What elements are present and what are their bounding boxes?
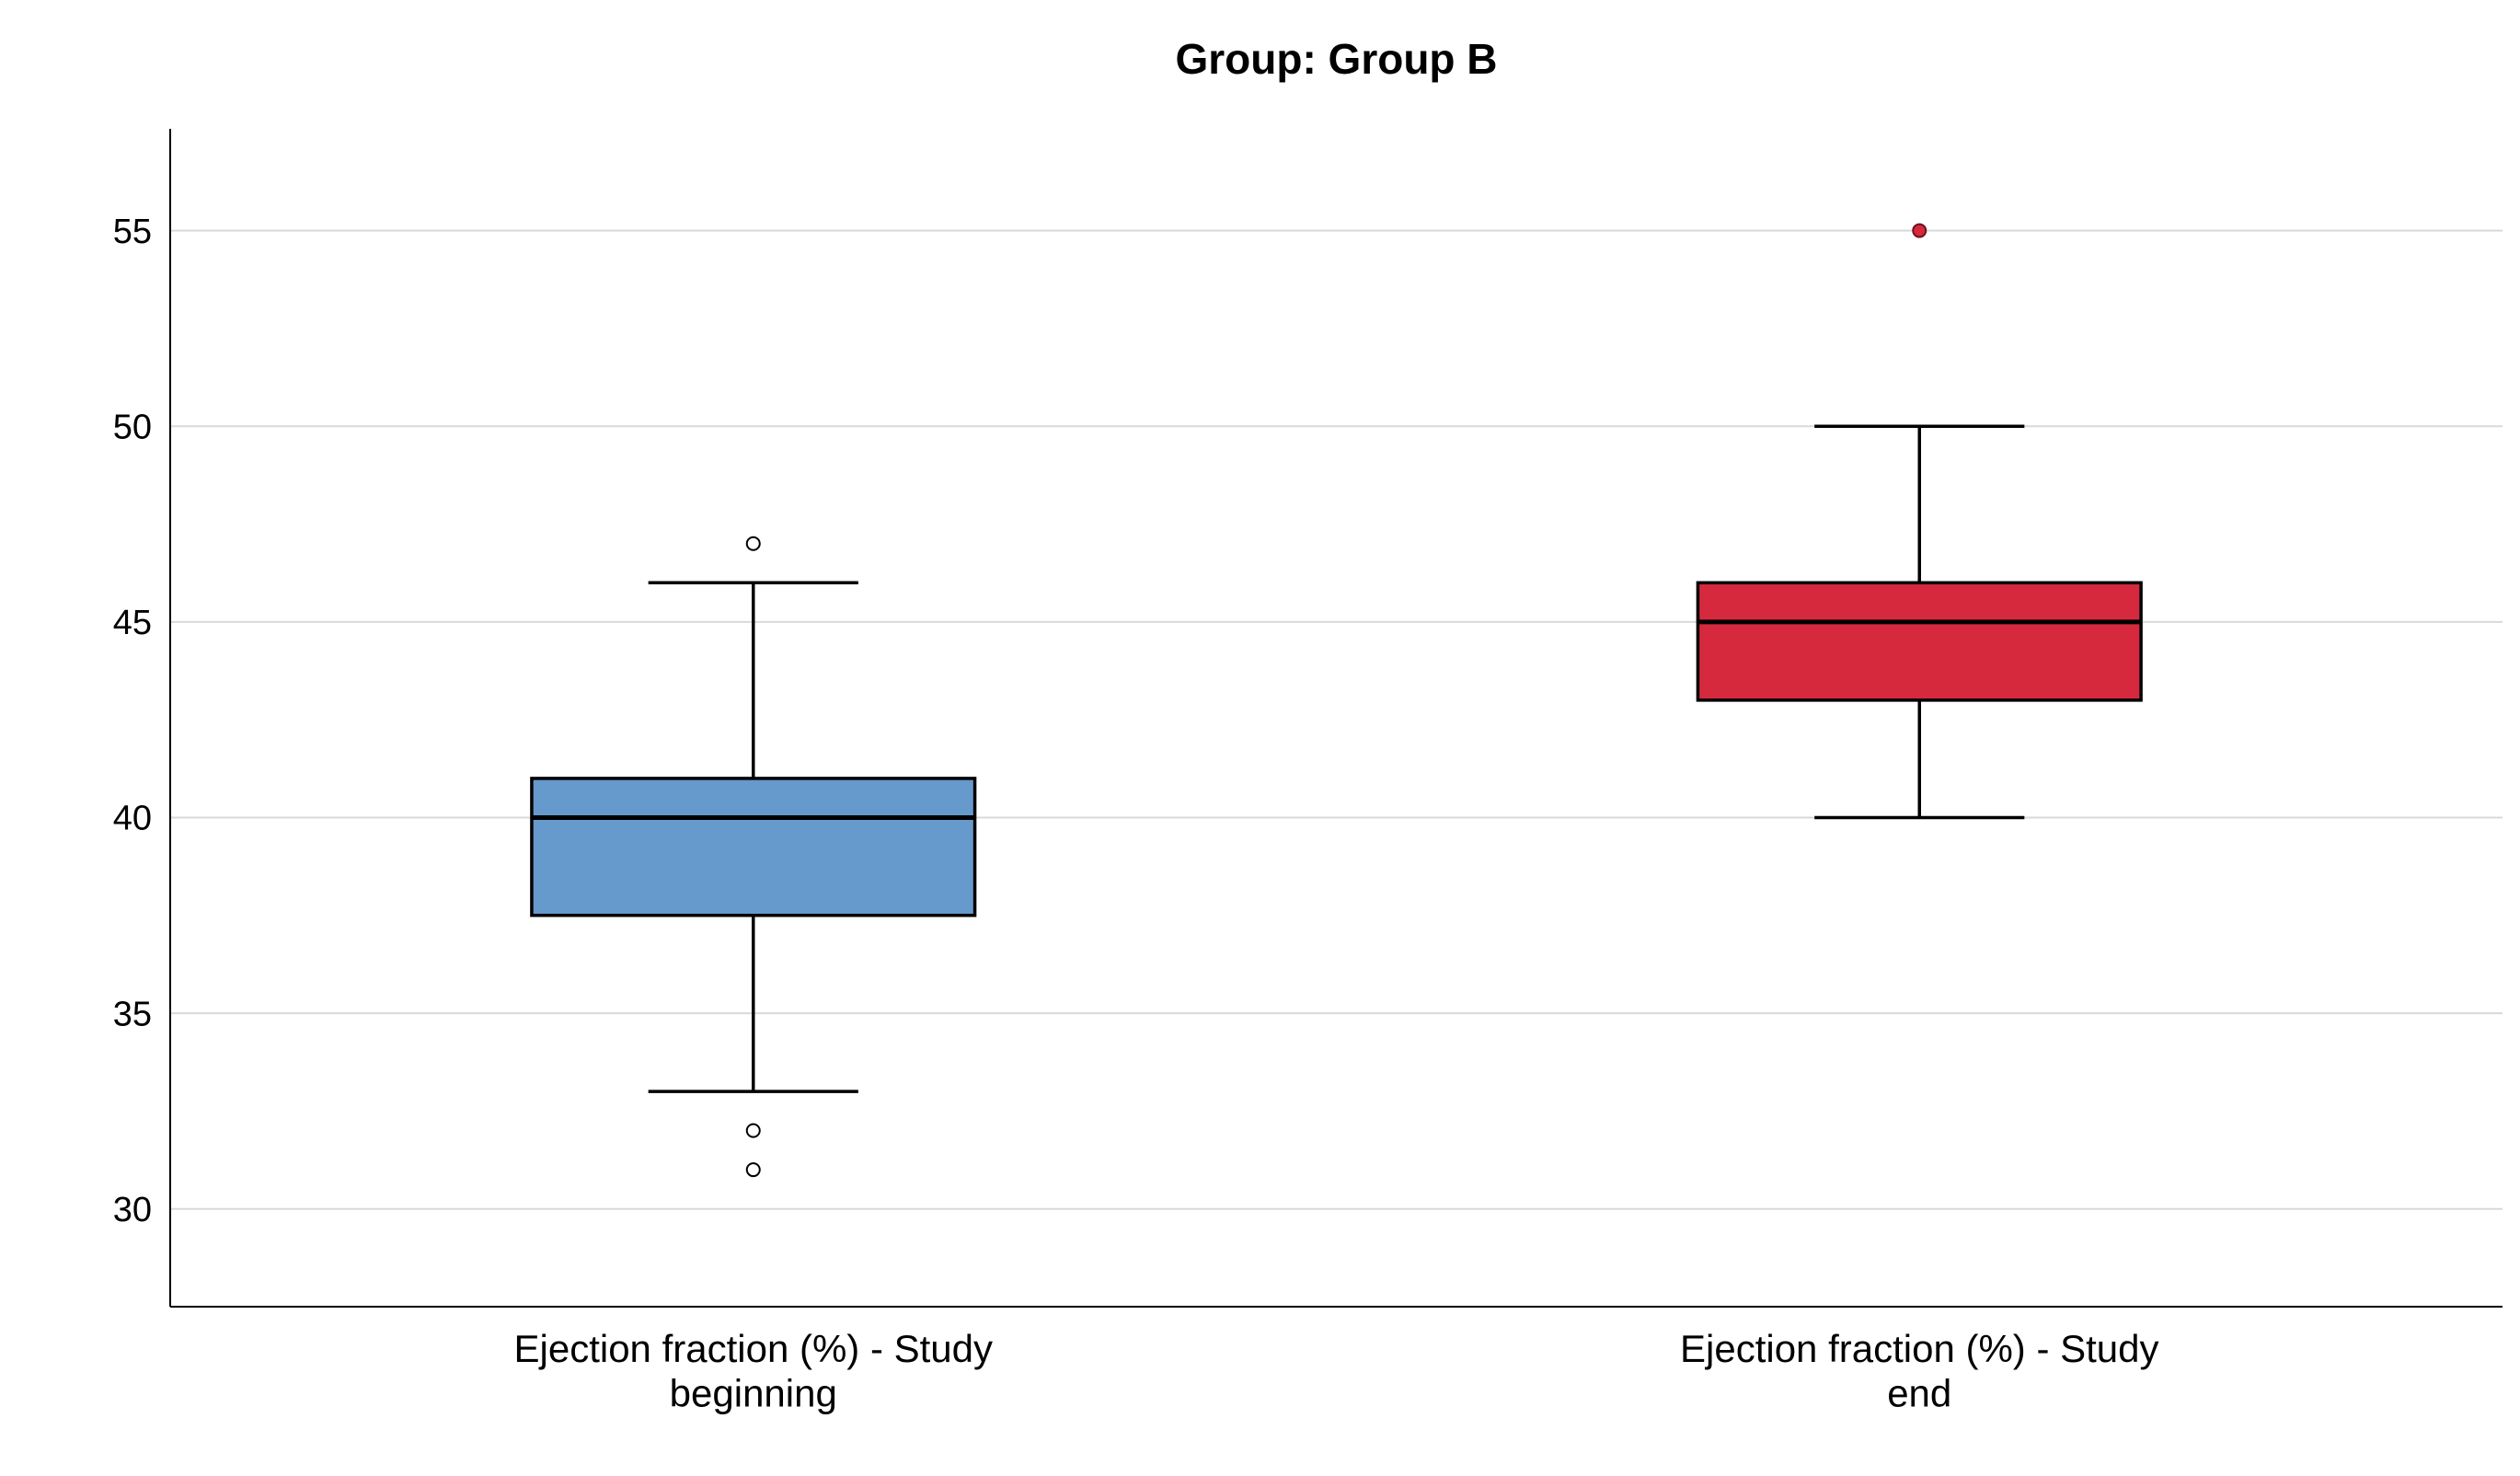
y-tick-label: 50 xyxy=(113,408,152,446)
boxplot-chart: Group: Group B303540455055Ejection fract… xyxy=(0,0,2520,1476)
box xyxy=(1697,582,2141,700)
y-tick-label: 45 xyxy=(113,604,152,642)
plot-bg xyxy=(170,129,2503,1307)
y-tick-label: 30 xyxy=(113,1191,152,1229)
chart-title: Group: Group B xyxy=(1175,35,1497,83)
y-tick-label: 35 xyxy=(113,995,152,1033)
chart-canvas: Group: Group B303540455055Ejection fract… xyxy=(0,0,2520,1476)
outlier-point xyxy=(1913,225,1926,237)
y-tick-label: 40 xyxy=(113,800,152,838)
outlier-point xyxy=(747,1163,760,1176)
outlier-point xyxy=(747,537,760,550)
box xyxy=(532,778,975,916)
y-tick-label: 55 xyxy=(113,213,152,251)
outlier-point xyxy=(747,1124,760,1137)
